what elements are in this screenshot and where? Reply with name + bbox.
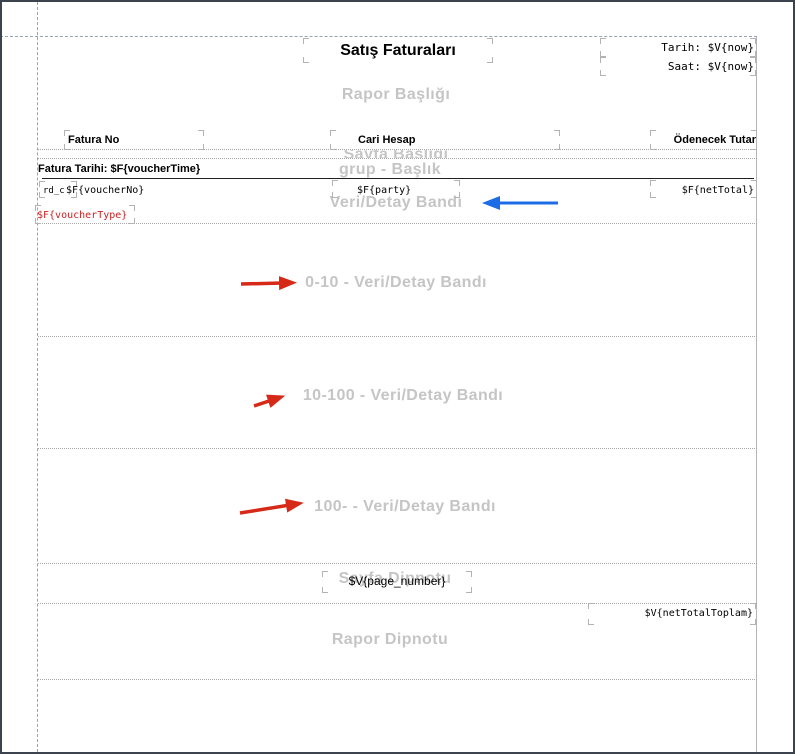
column-header-cari-hesap[interactable]: Cari Hesap bbox=[358, 134, 416, 146]
band-label-page-header: Sayfa Başlığı bbox=[196, 150, 596, 158]
net-total-field[interactable]: $F{netTotal} bbox=[681, 185, 754, 196]
band-label-report-footer: Rapor Dipnotu bbox=[331, 631, 449, 648]
net-total-sum-field[interactable]: $V{netTotalToplam} bbox=[644, 608, 753, 619]
detail-prefix-element[interactable]: rd_c bbox=[43, 186, 65, 196]
band-label-page-header-clip: Sayfa Başlığı bbox=[196, 150, 596, 158]
band-separator[interactable] bbox=[38, 603, 757, 604]
page-right-edge bbox=[756, 37, 757, 752]
group-header-underline bbox=[42, 178, 754, 179]
band-separator[interactable] bbox=[38, 679, 757, 680]
band-label-detail-100-plus: 100- - Veri/Detay Bandı bbox=[314, 498, 496, 515]
band-separator[interactable] bbox=[38, 563, 757, 564]
party-field[interactable]: $F{party} bbox=[357, 185, 412, 196]
band-label-group-header: grup - Başlık bbox=[338, 161, 442, 178]
band-label-detail-0-10: 0-10 - Veri/Detay Bandı bbox=[305, 274, 487, 291]
voucher-no-field[interactable]: $F{voucherNo} bbox=[66, 185, 145, 196]
column-header-fatura-no[interactable]: Fatura No bbox=[68, 134, 120, 146]
date-field-element[interactable]: Tarih: $V{now} bbox=[661, 41, 754, 54]
report-title-element[interactable]: Satış Faturaları bbox=[340, 42, 456, 59]
band-separator[interactable] bbox=[38, 336, 757, 337]
top-margin-guide bbox=[0, 36, 757, 37]
column-header-odenecek-tutar[interactable]: Ödenecek Tutar bbox=[673, 134, 756, 146]
voucher-type-field[interactable]: $F{voucherType} bbox=[37, 210, 128, 221]
page-number-field[interactable]: $V{page_number} bbox=[348, 574, 446, 588]
band-label-report-header: Rapor Başlığı bbox=[341, 86, 451, 103]
band-separator[interactable] bbox=[38, 223, 757, 224]
band-separator[interactable] bbox=[38, 448, 757, 449]
band-separator[interactable] bbox=[38, 158, 757, 159]
left-margin-guide bbox=[37, 2, 38, 752]
group-header-field[interactable]: Fatura Tarihi: $F{voucherTime} bbox=[38, 163, 201, 175]
time-field-element[interactable]: Saat: $V{now} bbox=[667, 60, 754, 73]
band-label-detail-10-100: 10-100 - Veri/Detay Bandı bbox=[302, 387, 504, 404]
band-label-detail: Veri/Detay Bandı bbox=[329, 194, 463, 211]
